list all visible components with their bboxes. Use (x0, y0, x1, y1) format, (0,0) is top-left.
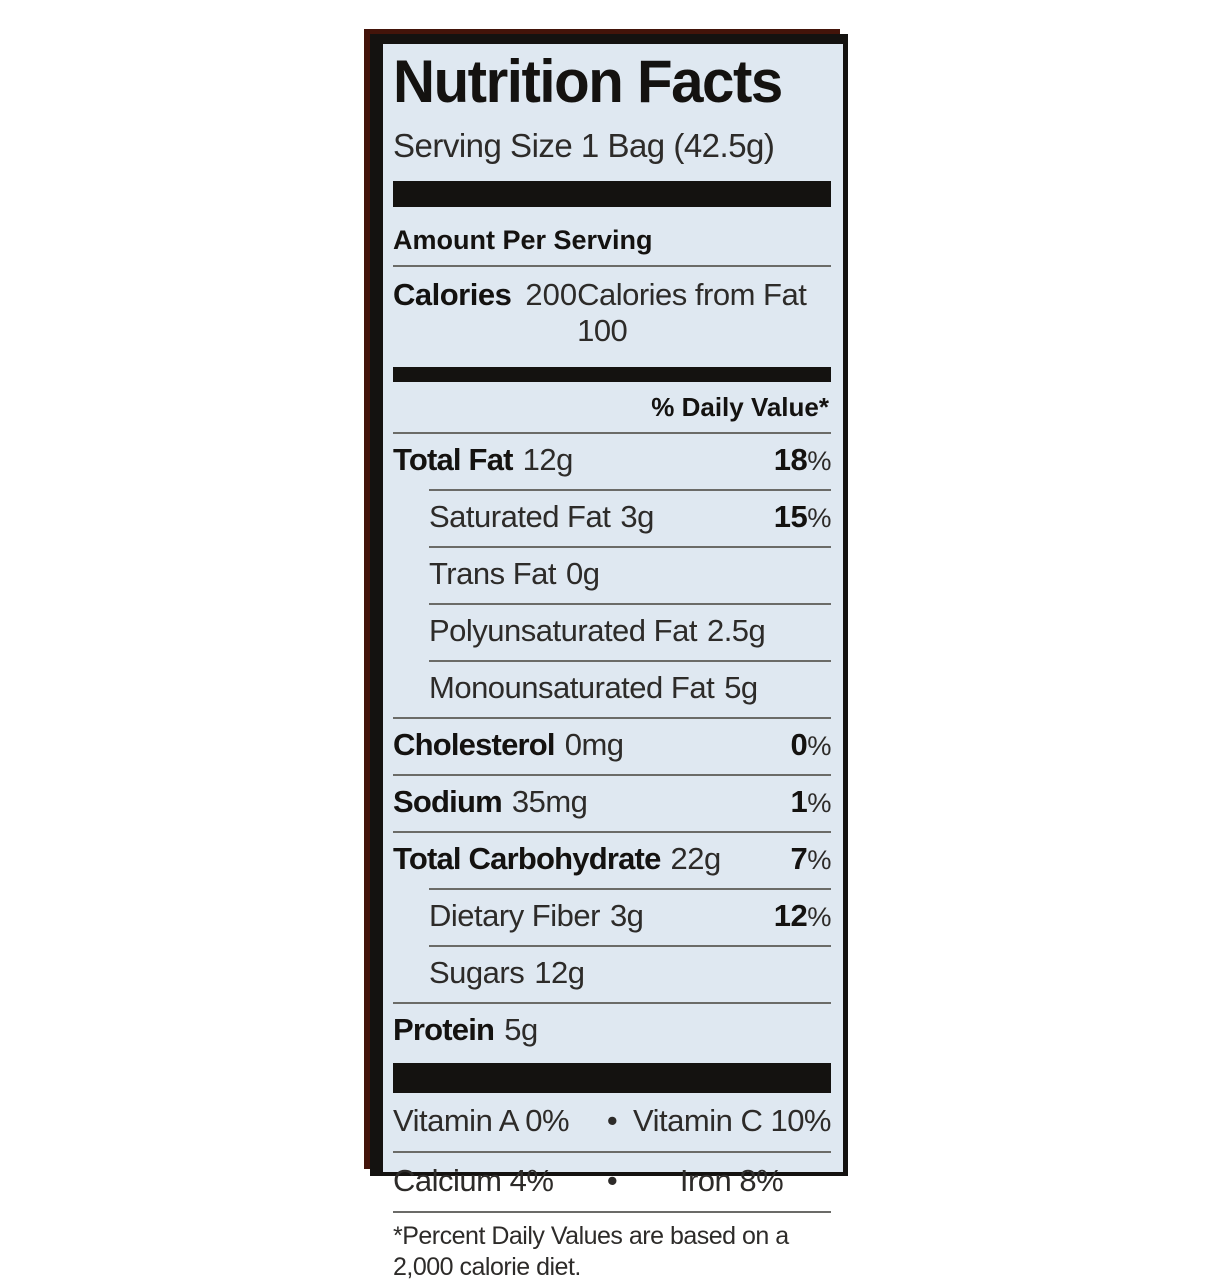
daily-value-percent: 12% (773, 898, 832, 934)
daily-value-footnote: *Percent Daily Values are based on a 2,0… (393, 1222, 789, 1282)
daily-value-percent: 1% (791, 784, 832, 820)
separator-bar-top (393, 181, 831, 207)
daily-value-number: 12 (773, 898, 808, 933)
daily-value-percent: 7% (791, 841, 832, 877)
nutrient-name: Dietary Fiber (429, 898, 600, 933)
nutrient-row: Cholesterol 0mg 0% (393, 717, 831, 774)
nutrient-name: Polyunsaturated Fat (429, 613, 697, 648)
nutrient-row: Sugars 12g (429, 945, 831, 1002)
nutrient-row: Monounsaturated Fat 5g (429, 660, 831, 717)
amount-per-serving-label: Amount Per Serving (393, 217, 831, 267)
panel-title: Nutrition Facts (393, 48, 783, 115)
percent-sign: % (807, 844, 831, 875)
daily-value-number: 15 (773, 499, 808, 534)
nutrient-name: Sodium (393, 784, 503, 819)
nutrient-name: Trans Fat (429, 556, 557, 591)
serving-size-text: Serving Size 1 Bag (42.5g) (393, 127, 775, 164)
nutrient-name: Total Fat (393, 442, 513, 477)
calories-value: 200 (525, 277, 578, 312)
nutrient-amount: 35mg (511, 784, 588, 819)
nutrient-amount: 12g (522, 442, 574, 477)
percent-sign: % (807, 502, 831, 533)
vitamin-row: Calcium 4% • Iron 8% (393, 1153, 831, 1213)
nutrient-row: Protein 5g (393, 1002, 831, 1059)
calories-label: Calories (393, 277, 512, 312)
separator-bar-bottom (393, 1063, 831, 1093)
nutrient-name: Total Carbohydrate (393, 841, 661, 876)
nutrient-amount: 5g (724, 670, 758, 705)
nutrient-amount: 0g (566, 556, 600, 591)
calories-from-fat: Calories from Fat 100 (577, 277, 807, 348)
nutrient-name: Protein (393, 1012, 495, 1047)
nutrient-amount: 3g (620, 499, 654, 534)
vitamin-right: Iron 8% (679, 1163, 784, 1198)
nutrient-list: Total Fat 12g 18% Saturated Fat 3g 15% T… (393, 432, 831, 1059)
daily-value-percent: 18% (773, 442, 832, 478)
nutrient-amount: 0mg (564, 727, 624, 762)
nutrient-amount: 5g (504, 1012, 538, 1047)
percent-sign: % (807, 730, 831, 761)
nutrient-name: Saturated Fat (429, 499, 611, 534)
percent-sign: % (807, 901, 831, 932)
nutrient-row: Polyunsaturated Fat 2.5g (429, 603, 831, 660)
nutrient-row: Trans Fat 0g (429, 546, 831, 603)
daily-value-number: 1 (790, 784, 808, 819)
nutrient-row: Total Carbohydrate 22g 7% (393, 831, 831, 888)
vitamin-left: Calcium 4% (393, 1163, 554, 1198)
bullet-separator-icon: • (606, 1163, 618, 1198)
daily-value-number: 0 (790, 727, 808, 762)
nutrient-amount: 22g (670, 841, 722, 876)
nutrient-row: Dietary Fiber 3g 12% (429, 888, 831, 945)
daily-value-number: 7 (790, 841, 808, 876)
vitamin-list: Vitamin A 0% • Vitamin C 10% Calcium 4% … (393, 1093, 832, 1213)
nutrient-name: Sugars (429, 955, 525, 990)
percent-sign: % (807, 787, 831, 818)
nutrient-row: Saturated Fat 3g 15% (429, 489, 831, 546)
nutrient-amount: 2.5g (706, 613, 766, 648)
daily-value-percent: 0% (791, 727, 832, 763)
nutrient-row: Total Fat 12g 18% (393, 432, 831, 489)
nutrient-row: Sodium 35mg 1% (393, 774, 831, 831)
nutrition-facts-panel: Nutrition Facts Serving Size 1 Bag (42.5… (370, 34, 848, 1281)
separator-bar-daily-value (393, 367, 831, 382)
daily-value-header: % Daily Value* (651, 392, 829, 422)
percent-sign: % (807, 445, 831, 476)
vitamin-left: Vitamin A 0% (393, 1103, 570, 1138)
nutrient-amount: 3g (609, 898, 644, 933)
nutrient-amount: 12g (534, 955, 585, 990)
vitamin-row: Vitamin A 0% • Vitamin C 10% (393, 1093, 832, 1153)
bullet-separator-icon: • (606, 1103, 618, 1138)
nutrient-name: Cholesterol (393, 727, 556, 762)
nutrient-name: Monounsaturated Fat (429, 670, 715, 705)
daily-value-number: 18 (773, 442, 808, 477)
daily-value-percent: 15% (773, 499, 832, 535)
vitamin-right: Vitamin C 10% (633, 1103, 831, 1138)
calories-row: Calories 200 Calories from Fat 100 (393, 267, 831, 361)
